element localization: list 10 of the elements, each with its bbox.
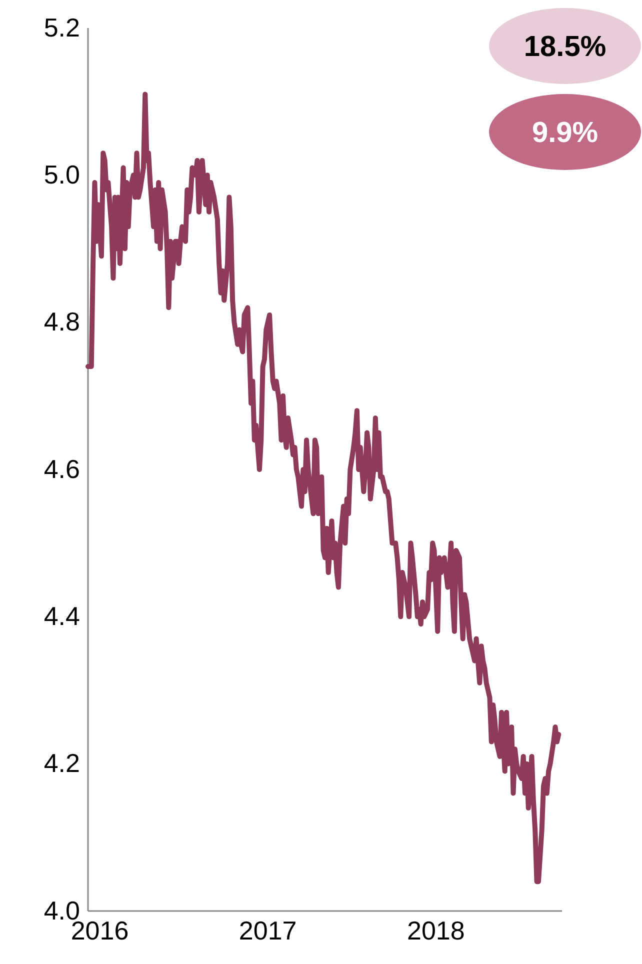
y-tick-label: 4.8	[44, 306, 80, 337]
x-tick-label: 2018	[407, 915, 465, 946]
y-tick-label: 4.4	[44, 600, 80, 631]
x-tick-label: 2017	[238, 915, 297, 946]
y-tick-label: 4.2	[44, 748, 80, 778]
annotation: 18.5%	[524, 31, 606, 63]
y-tick-label: 4.6	[44, 454, 80, 484]
y-tick-label: 5.0	[44, 159, 80, 190]
y-tick-label: 5.2	[44, 12, 80, 42]
annotation: 9.9%	[532, 117, 598, 149]
